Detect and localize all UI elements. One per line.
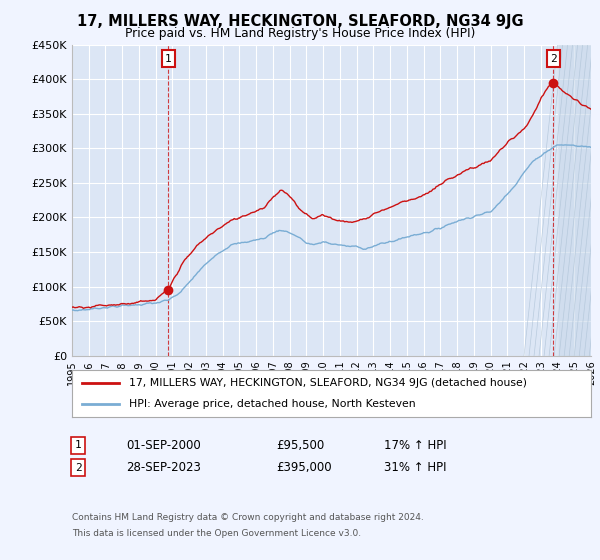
Text: 2: 2 <box>550 54 557 64</box>
Text: 1: 1 <box>74 440 82 450</box>
Text: 01-SEP-2000: 01-SEP-2000 <box>126 438 201 452</box>
Text: HPI: Average price, detached house, North Kesteven: HPI: Average price, detached house, Nort… <box>129 399 416 409</box>
Text: 28-SEP-2023: 28-SEP-2023 <box>126 461 201 474</box>
Text: 17, MILLERS WAY, HECKINGTON, SLEAFORD, NG34 9JG: 17, MILLERS WAY, HECKINGTON, SLEAFORD, N… <box>77 14 523 29</box>
Text: 17% ↑ HPI: 17% ↑ HPI <box>384 438 446 452</box>
Text: 1: 1 <box>165 54 172 64</box>
Text: This data is licensed under the Open Government Licence v3.0.: This data is licensed under the Open Gov… <box>72 529 361 538</box>
Text: Contains HM Land Registry data © Crown copyright and database right 2024.: Contains HM Land Registry data © Crown c… <box>72 513 424 522</box>
Text: 2: 2 <box>74 463 82 473</box>
Text: £95,500: £95,500 <box>276 438 324 452</box>
Text: 31% ↑ HPI: 31% ↑ HPI <box>384 461 446 474</box>
Bar <box>557 45 599 356</box>
Text: Price paid vs. HM Land Registry's House Price Index (HPI): Price paid vs. HM Land Registry's House … <box>125 27 475 40</box>
Text: 17, MILLERS WAY, HECKINGTON, SLEAFORD, NG34 9JG (detached house): 17, MILLERS WAY, HECKINGTON, SLEAFORD, N… <box>129 378 527 388</box>
Text: £395,000: £395,000 <box>276 461 332 474</box>
